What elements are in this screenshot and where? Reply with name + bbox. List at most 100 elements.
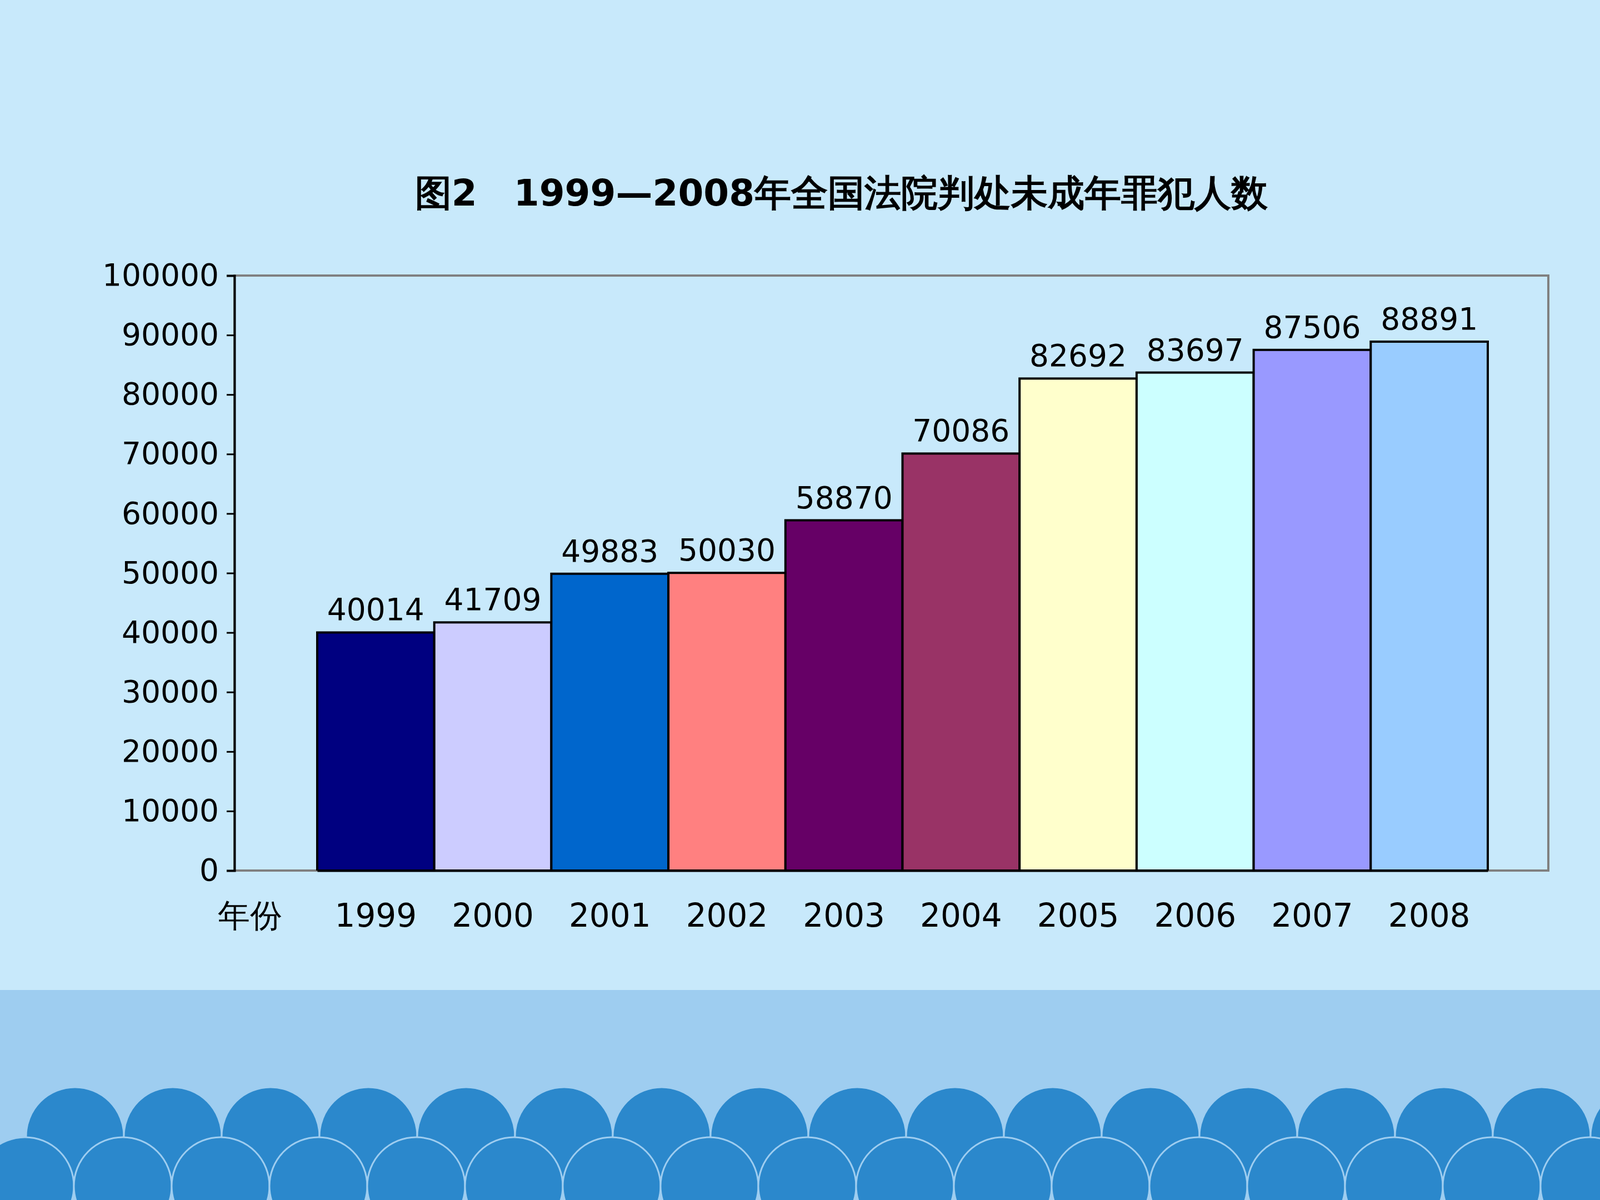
- y-tick-label: 0: [199, 852, 219, 888]
- x-tick: 2001: [568, 896, 652, 935]
- decor-circle: [1442, 1137, 1541, 1200]
- decor-circle: [465, 1137, 563, 1200]
- x-tick: 2006: [1153, 896, 1237, 935]
- x-tick: 2002: [686, 896, 769, 935]
- x-tick-label: 2003: [802, 896, 885, 935]
- decor-circle: [758, 1137, 857, 1200]
- x-tick: 2000: [451, 896, 534, 935]
- x-tick-label: 2007: [1271, 896, 1354, 935]
- data-label: 82692: [1029, 337, 1127, 374]
- decor-circle: [856, 1137, 954, 1200]
- chart: 图2 1999—2008年全国法院判处未成年罪犯人数 0 10000 20000 300…: [0, 0, 1600, 1200]
- decor-circle: [269, 1137, 368, 1200]
- bar: [785, 520, 903, 871]
- y-tick: 70000: [121, 435, 235, 472]
- decor-circle: [171, 1137, 270, 1200]
- y-tick-label: 70000: [121, 435, 219, 472]
- bars: [317, 341, 1488, 871]
- y-tick-label: 100000: [102, 257, 219, 293]
- x-tick: 1999: [335, 896, 418, 935]
- decoration: [0, 1087, 1600, 1200]
- data-label: 41709: [444, 581, 542, 618]
- x-axis: 1999 2000 2001 2002 2003 2004 2005 2006 2007 2008: [317, 871, 1489, 935]
- y-tick: 10000: [121, 792, 235, 829]
- decor-circle: [0, 1137, 74, 1200]
- bar: [902, 453, 1020, 871]
- x-tick-label: 2006: [1153, 896, 1237, 935]
- decor-circle: [1345, 1137, 1443, 1200]
- background: [0, 0, 1600, 1200]
- x-tick: 2007: [1271, 896, 1354, 935]
- y-tick-label: 10000: [121, 792, 219, 829]
- y-tick: 90000: [121, 316, 235, 353]
- y-tick: 20000: [121, 733, 235, 769]
- bar: [317, 632, 435, 871]
- y-tick-label: 60000: [121, 495, 219, 532]
- y-tick-mark: [226, 275, 235, 277]
- decor-circle: [1247, 1137, 1345, 1200]
- y-tick-mark: [226, 751, 235, 753]
- y-tick-label: 50000: [121, 555, 219, 591]
- bar: [434, 622, 552, 871]
- x-tick: 2005: [1037, 896, 1120, 935]
- y-tick-label: 20000: [121, 733, 219, 769]
- y-tick-label: 40000: [121, 614, 219, 650]
- decor-circle: [660, 1137, 759, 1200]
- data-label: 50030: [678, 532, 776, 568]
- decor-circle: [367, 1137, 465, 1200]
- decor-circle: [1540, 1137, 1600, 1200]
- x-tick-label: 2005: [1037, 896, 1120, 935]
- y-tick-label: 90000: [121, 316, 219, 353]
- y-tick-mark: [226, 512, 235, 515]
- y-tick-mark: [226, 870, 235, 872]
- decor-circle: [73, 1137, 172, 1200]
- y-tick-label: 30000: [121, 673, 219, 710]
- data-label: 70086: [912, 412, 1010, 449]
- data-label: 87506: [1263, 309, 1361, 345]
- x-tick: 2008: [1388, 896, 1471, 935]
- x-tick-label: 2008: [1388, 896, 1471, 935]
- bar: [1136, 372, 1254, 871]
- x-tick: 2004: [920, 896, 1003, 935]
- x-axis-title: 年份: [217, 896, 283, 935]
- decor-circle: [562, 1137, 661, 1200]
- decor-circle: [953, 1137, 1052, 1200]
- x-tick: 2003: [802, 896, 885, 935]
- y-tick-label: 80000: [121, 376, 219, 412]
- x-tick-label: 1999: [335, 896, 418, 935]
- data-label: 40014: [327, 591, 425, 628]
- y-tick: 40000: [121, 614, 235, 650]
- x-tick-label: 2000: [451, 896, 534, 935]
- x-tick-label: 2002: [686, 896, 769, 935]
- x-tick-label: 2004: [920, 896, 1003, 935]
- bar: [551, 573, 669, 871]
- decor-circle: [1051, 1137, 1150, 1200]
- data-label: 49883: [561, 533, 659, 569]
- y-tick-mark: [226, 632, 235, 634]
- y-tick-mark: [226, 453, 235, 455]
- y-tick-mark: [226, 572, 235, 575]
- y-tick: 100000: [102, 257, 235, 293]
- data-labels: 40014 41709 49883 50030 58870 70086 82692 83697…: [327, 301, 1478, 628]
- data-label: 58870: [795, 480, 893, 516]
- bar: [668, 572, 786, 871]
- bar: [1370, 341, 1488, 871]
- y-axis: 0 10000 20000 30000 40000 50000 60000 70000 8000…: [102, 257, 235, 888]
- x-tick-label: 2001: [568, 896, 652, 935]
- decor-circle: [1149, 1137, 1248, 1200]
- bar: [1253, 350, 1372, 871]
- y-tick-mark: [226, 393, 235, 396]
- title: 图2 1999—2008年全国法院判处未成年罪犯人数: [415, 171, 1269, 215]
- y-tick-mark: [226, 810, 235, 813]
- plot-frame: [234, 275, 1549, 871]
- bar: [1019, 378, 1137, 871]
- y-tick-mark: [226, 691, 235, 694]
- data-label: 88891: [1380, 301, 1478, 337]
- y-tick: 80000: [121, 376, 235, 412]
- y-tick: 0: [199, 852, 235, 888]
- y-axis-line: [226, 276, 235, 872]
- y-tick: 30000: [121, 673, 235, 710]
- data-label: 83697: [1146, 332, 1244, 368]
- y-tick: 50000: [121, 555, 235, 591]
- y-tick: 60000: [121, 495, 235, 532]
